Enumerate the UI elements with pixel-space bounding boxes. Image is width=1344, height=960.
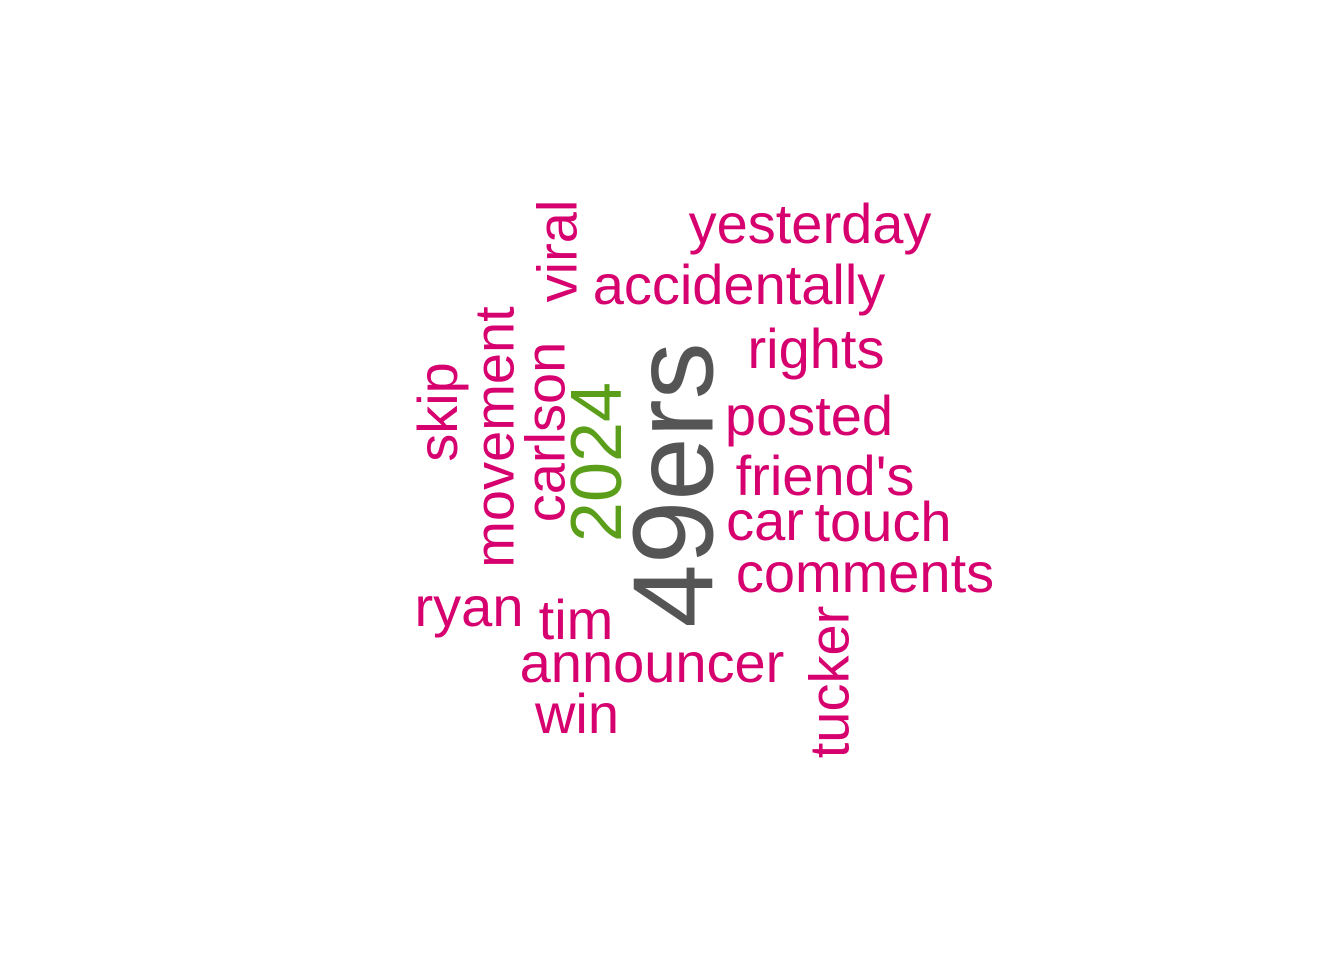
word-viral: viral (525, 199, 588, 303)
word-win: win (534, 682, 620, 745)
word-tucker: tucker (797, 605, 860, 759)
word-comments: comments (735, 541, 995, 604)
word-car: car (726, 489, 804, 552)
word-yesterday: yesterday (688, 192, 932, 255)
word-touch: touch (814, 490, 952, 553)
word-carlson: carlson (513, 341, 576, 523)
word-rights: rights (747, 317, 885, 380)
word-posted: posted (724, 384, 894, 447)
word-friends: friend's (735, 444, 915, 507)
word-skip: skip (406, 362, 469, 462)
word-announcer: announcer (519, 631, 785, 694)
word-accidentally: accidentally (592, 253, 886, 316)
word-tim: tim (538, 588, 614, 651)
word-ryan: ryan (414, 575, 524, 638)
